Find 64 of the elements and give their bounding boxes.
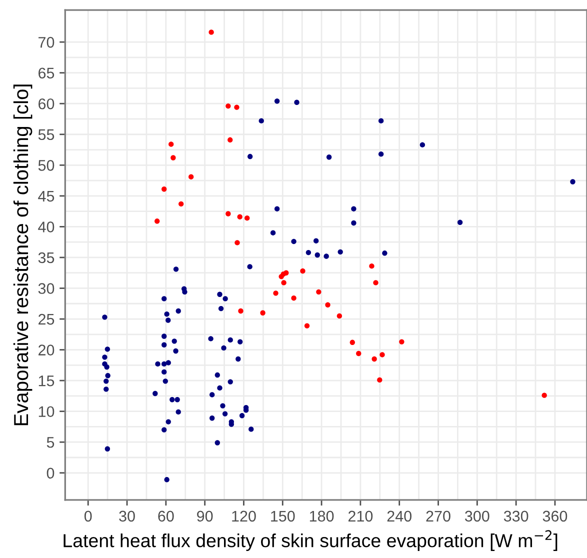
y-tick-label: 70 — [38, 36, 54, 48]
point — [300, 268, 306, 274]
y-tick-label: 0 — [46, 468, 54, 479]
point — [336, 313, 342, 319]
point — [399, 339, 404, 344]
point — [260, 310, 266, 316]
y-tick-label: 15 — [38, 376, 54, 386]
y-tick-label: 45 — [38, 190, 54, 202]
y-tick-label: 35 — [38, 252, 54, 264]
point — [162, 186, 167, 192]
point — [208, 30, 214, 35]
x-tick-label: 270 — [426, 510, 450, 522]
point — [154, 218, 160, 224]
point — [234, 104, 240, 110]
point — [325, 302, 330, 308]
x-tick-label: 90 — [197, 510, 213, 522]
x-axis-title: Latent heat flux density of skin surface evaporation [W m$^{−2}$] — [64, 530, 558, 551]
point — [369, 263, 374, 269]
x-tick-label: 30 — [119, 510, 135, 522]
y-tick-label: 30 — [38, 283, 54, 294]
x-tick-label: 60 — [158, 510, 174, 522]
x-tick-label: 240 — [387, 510, 412, 522]
y-tick-label: 60 — [38, 98, 54, 110]
point — [542, 392, 547, 398]
point — [377, 377, 382, 383]
x-tick-label: 180 — [310, 510, 334, 522]
y-tick-label: 65 — [38, 68, 54, 79]
y-tick-label: 10 — [38, 406, 54, 418]
point — [291, 295, 296, 301]
point — [281, 280, 286, 286]
point — [226, 103, 231, 109]
point — [380, 352, 385, 358]
point — [228, 137, 233, 143]
y-axis-title: Evaporative resistance of clothing [clo] — [13, 84, 32, 426]
x-tick-label: 150 — [271, 510, 295, 522]
point — [273, 290, 278, 296]
x-tick-label: 300 — [464, 510, 490, 522]
point — [170, 155, 176, 160]
x-tick-label: 0 — [84, 510, 92, 522]
x-tick-label: 120 — [232, 510, 256, 522]
point — [244, 215, 250, 221]
x-tick-label: 360 — [542, 510, 568, 522]
point — [356, 350, 362, 356]
y-tick-label: 55 — [38, 129, 54, 140]
point — [373, 280, 378, 286]
point — [304, 323, 310, 328]
x-tick-label: 210 — [348, 510, 373, 522]
point — [226, 211, 231, 216]
x-tick-label: 330 — [504, 510, 528, 522]
point — [178, 201, 184, 207]
point — [168, 142, 174, 147]
y-tick-label: 40 — [38, 222, 54, 232]
point — [284, 270, 289, 276]
y-tick-label: 25 — [38, 314, 54, 325]
point — [237, 214, 242, 220]
y-tick-label: 50 — [38, 160, 54, 171]
point — [238, 308, 244, 314]
y-tick-label: 5 — [46, 437, 54, 448]
point — [350, 340, 356, 346]
point — [316, 289, 322, 295]
point — [372, 356, 377, 362]
y-tick-label: 20 — [38, 344, 54, 356]
point — [188, 174, 194, 180]
point — [234, 240, 240, 246]
